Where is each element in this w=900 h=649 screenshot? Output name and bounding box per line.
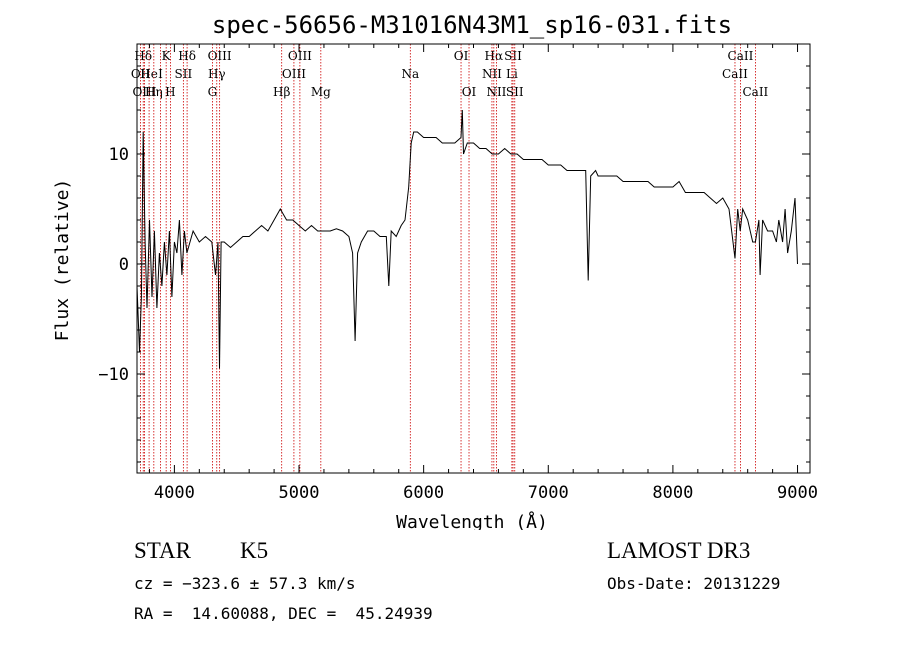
spectral-line-label: NII bbox=[482, 67, 502, 81]
spectral-line-label: Hγ bbox=[208, 67, 226, 81]
object-subclass: K5 bbox=[240, 538, 269, 563]
x-tick-label: 5000 bbox=[279, 483, 320, 503]
spectral-line-label: Na bbox=[401, 67, 419, 81]
object-class: STAR bbox=[134, 538, 191, 563]
x-tick-label: 6000 bbox=[403, 483, 444, 503]
spectral-line-label: SII bbox=[504, 49, 522, 63]
x-tick-label: 8000 bbox=[652, 483, 693, 503]
coordinates: RA = 14.60088, DEC = 45.24939 bbox=[134, 604, 433, 623]
spectral-line-label: NII bbox=[486, 85, 506, 99]
x-axis-label: Wavelength (Å) bbox=[396, 511, 548, 530]
spectral-line-label: CaII bbox=[722, 67, 748, 81]
y-tick-label: 0 bbox=[119, 255, 129, 275]
spectral-line-label: Li bbox=[506, 67, 518, 81]
spectral-line-label: H bbox=[165, 85, 175, 99]
spectral-line-label: Mg bbox=[311, 85, 331, 99]
survey-name: LAMOST DR3 bbox=[607, 538, 751, 563]
spectral-line-label: OII bbox=[131, 67, 151, 81]
observation-date: Obs-Date: 20131229 bbox=[607, 574, 781, 593]
spectral-line-label: CaII bbox=[728, 49, 754, 63]
spectral-line-label: I bbox=[158, 67, 163, 81]
spectral-line-label: OIII bbox=[208, 49, 232, 63]
spectral-line-label: Hδ bbox=[134, 49, 152, 63]
spectral-line-label: OI bbox=[454, 49, 469, 63]
x-tick-label: 4000 bbox=[154, 483, 195, 503]
y-axis-label: Flux (relative) bbox=[52, 179, 73, 342]
spectral-line-label: G bbox=[208, 85, 218, 99]
spectral-line-label: OIII bbox=[282, 67, 306, 81]
spectral-line-label: Hβ bbox=[273, 85, 290, 99]
x-axis: 4000 5000 6000 7000 8000 9000 bbox=[148, 44, 818, 503]
spectral-line-label: SII bbox=[175, 67, 193, 81]
x-tick-label: 7000 bbox=[528, 483, 569, 503]
spectral-line-label: CaII bbox=[742, 85, 768, 99]
y-axis: −10 0 10 bbox=[98, 65, 810, 463]
spectral-line-label: OI bbox=[462, 85, 477, 99]
spectral-line-label: Hδ bbox=[178, 49, 196, 63]
plot-frame bbox=[136, 43, 811, 474]
spectral-line-label: OIII bbox=[288, 49, 312, 63]
redshift-velocity: cz = −323.6 ± 57.3 km/s bbox=[134, 574, 356, 593]
y-tick-label: 10 bbox=[109, 145, 129, 165]
chart-title: spec-56656-M31016N43M1_sp16-031.fits bbox=[212, 11, 732, 39]
x-tick-label: 9000 bbox=[777, 483, 818, 503]
spectral-line-label: He bbox=[140, 67, 158, 81]
y-tick-label: −10 bbox=[98, 365, 129, 385]
spectral-line-label: K bbox=[162, 49, 172, 63]
spectrum-line bbox=[136, 109, 798, 369]
spectral-line-label: Hα bbox=[485, 49, 504, 63]
spectral-line-label: SII bbox=[506, 85, 524, 99]
spectrum-chart: spec-56656-M31016N43M1_sp16-031.fits Hδ O… bbox=[52, 11, 818, 530]
spectral-line-label: Hη bbox=[145, 85, 163, 99]
